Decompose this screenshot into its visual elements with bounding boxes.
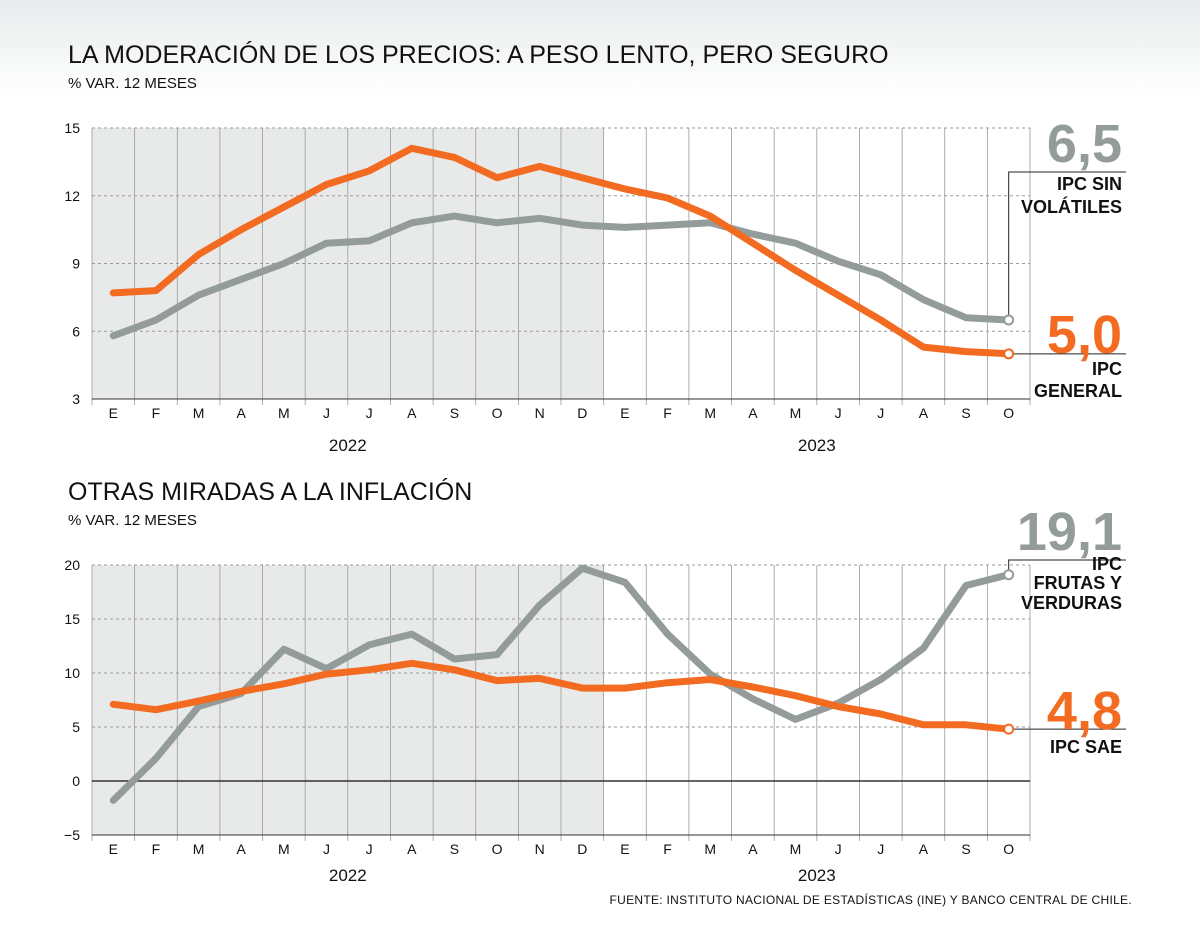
x-tick-label: J — [877, 405, 884, 421]
x-tick-label: M — [704, 841, 716, 857]
x-tick-label: S — [450, 841, 459, 857]
x-tick-label: O — [1003, 405, 1014, 421]
x-tick-label: D — [577, 841, 587, 857]
chart-ipc-moderation: LA MODERACIÓN DE LOS PRECIOS: A PESO LEN… — [64, 40, 1126, 455]
y-tick-label: 20 — [64, 557, 80, 573]
x-tick-label: A — [237, 841, 247, 857]
x-tick-label: J — [835, 405, 842, 421]
year-label: 2022 — [329, 436, 367, 455]
x-tick-label: S — [961, 841, 970, 857]
x-tick-label: E — [109, 405, 118, 421]
series-name-label: IPC — [1092, 359, 1122, 379]
year-label: 2023 — [798, 866, 836, 885]
chart-other-inflation: OTRAS MIRADAS A LA INFLACIÓN % VAR. 12 M… — [64, 477, 1126, 885]
x-tick-label: N — [535, 841, 545, 857]
series-last-value: 19,1 — [1017, 502, 1122, 562]
callout-leader — [1008, 171, 1126, 320]
x-tick-label: A — [407, 405, 417, 421]
y-tick-label: 15 — [64, 120, 80, 136]
series-name-label: VERDURAS — [1021, 593, 1122, 613]
series-last-value: 6,5 — [1047, 114, 1122, 174]
x-tick-label: E — [109, 841, 118, 857]
x-tick-label: M — [790, 405, 802, 421]
x-tick-label: J — [877, 841, 884, 857]
x-tick-label: J — [323, 405, 330, 421]
x-tick-label: M — [193, 405, 205, 421]
series-name-label: GENERAL — [1034, 381, 1122, 401]
x-tick-label: A — [748, 841, 758, 857]
x-tick-label: J — [366, 405, 373, 421]
series-end-marker-0 — [1003, 314, 1015, 326]
series-name-label: VOLÁTILES — [1021, 196, 1122, 217]
chart-subtitle: % VAR. 12 MESES — [68, 512, 197, 529]
year-label: 2023 — [798, 436, 836, 455]
x-tick-label: O — [492, 841, 503, 857]
x-tick-label: M — [193, 841, 205, 857]
x-tick-label: A — [237, 405, 247, 421]
series-last-value: 5,0 — [1047, 305, 1122, 365]
x-tick-label: A — [919, 405, 929, 421]
chart-subtitle: % VAR. 12 MESES — [68, 75, 197, 92]
series-line-0 — [109, 212, 1013, 340]
y-tick-label: 10 — [64, 665, 80, 681]
x-tick-label: E — [620, 405, 629, 421]
x-tick-label: S — [450, 405, 459, 421]
x-tick-label: M — [790, 841, 802, 857]
series-name-label: IPC — [1092, 554, 1122, 574]
y-tick-label: 12 — [64, 188, 80, 204]
y-tick-label: 9 — [72, 256, 80, 272]
x-tick-label: F — [152, 841, 161, 857]
x-tick-label: S — [961, 405, 970, 421]
y-tick-label: −5 — [64, 827, 80, 843]
x-tick-label: D — [577, 405, 587, 421]
source-note: FUENTE: INSTITUTO NACIONAL DE ESTADÍSTIC… — [609, 892, 1132, 907]
y-tick-label: 5 — [72, 719, 80, 735]
series-line-1 — [109, 659, 1013, 733]
y-tick-label: 6 — [72, 323, 80, 339]
series-name-label: IPC SAE — [1050, 737, 1122, 757]
x-tick-label: M — [704, 405, 716, 421]
chart-title: LA MODERACIÓN DE LOS PRECIOS: A PESO LEN… — [68, 40, 889, 69]
y-tick-label: 0 — [72, 773, 80, 789]
x-tick-label: N — [535, 405, 545, 421]
x-tick-label: J — [835, 841, 842, 857]
x-tick-label: M — [278, 405, 290, 421]
series-end-marker-1 — [1003, 723, 1015, 735]
series-line-1 — [109, 144, 1013, 358]
series-end-marker-0 — [1003, 569, 1015, 581]
year-label: 2022 — [329, 866, 367, 885]
x-tick-label: M — [278, 841, 290, 857]
series-name-label: FRUTAS Y — [1034, 573, 1122, 593]
y-tick-label: 15 — [64, 611, 80, 627]
x-tick-label: J — [323, 841, 330, 857]
x-tick-label: F — [663, 405, 672, 421]
y-tick-label: 3 — [72, 391, 80, 407]
series-end-marker-1 — [1003, 348, 1015, 360]
x-tick-label: J — [366, 841, 373, 857]
x-tick-label: A — [748, 405, 758, 421]
x-tick-label: A — [919, 841, 929, 857]
x-tick-label: O — [1003, 841, 1014, 857]
series-name-label: IPC SIN — [1057, 174, 1122, 194]
x-tick-label: F — [152, 405, 161, 421]
series-last-value: 4,8 — [1047, 681, 1122, 741]
x-tick-label: O — [492, 405, 503, 421]
series-line-0 — [109, 564, 1013, 804]
x-tick-label: F — [663, 841, 672, 857]
chart-title: OTRAS MIRADAS A LA INFLACIÓN — [68, 477, 472, 506]
x-tick-label: E — [620, 841, 629, 857]
x-tick-label: A — [407, 841, 417, 857]
